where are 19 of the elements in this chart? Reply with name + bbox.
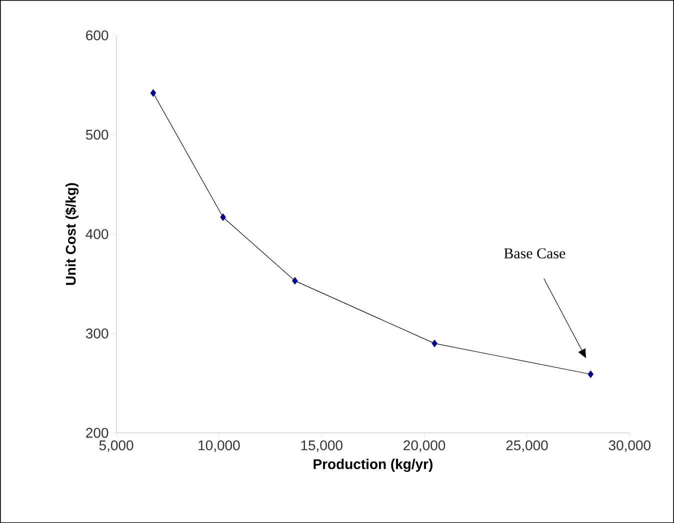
x-tick-label: 30,000: [608, 440, 650, 452]
x-axis-title: Production (kg/yr): [314, 458, 432, 472]
x-tick-label: 5,000: [99, 440, 134, 452]
point: [432, 340, 438, 348]
point: [150, 89, 156, 97]
y-tick-label: 300: [86, 328, 108, 338]
point: [220, 213, 226, 221]
x-tick-label: 15,000: [301, 440, 342, 452]
point: [292, 277, 298, 284]
y-tick-label: 600: [86, 30, 108, 40]
y-axis-title: Unit Cost ($/kg): [65, 183, 79, 285]
x-tick-label: 20,000: [404, 440, 446, 452]
y-tick-label: 200: [86, 428, 108, 438]
x-tick-label: 25,000: [506, 440, 548, 452]
y-tick-label: 400: [86, 229, 108, 239]
x-tick-label: 10,000: [198, 440, 240, 452]
annotation: Base Case: [504, 248, 566, 258]
point: [588, 370, 594, 378]
y-tick-label: 500: [86, 130, 108, 140]
